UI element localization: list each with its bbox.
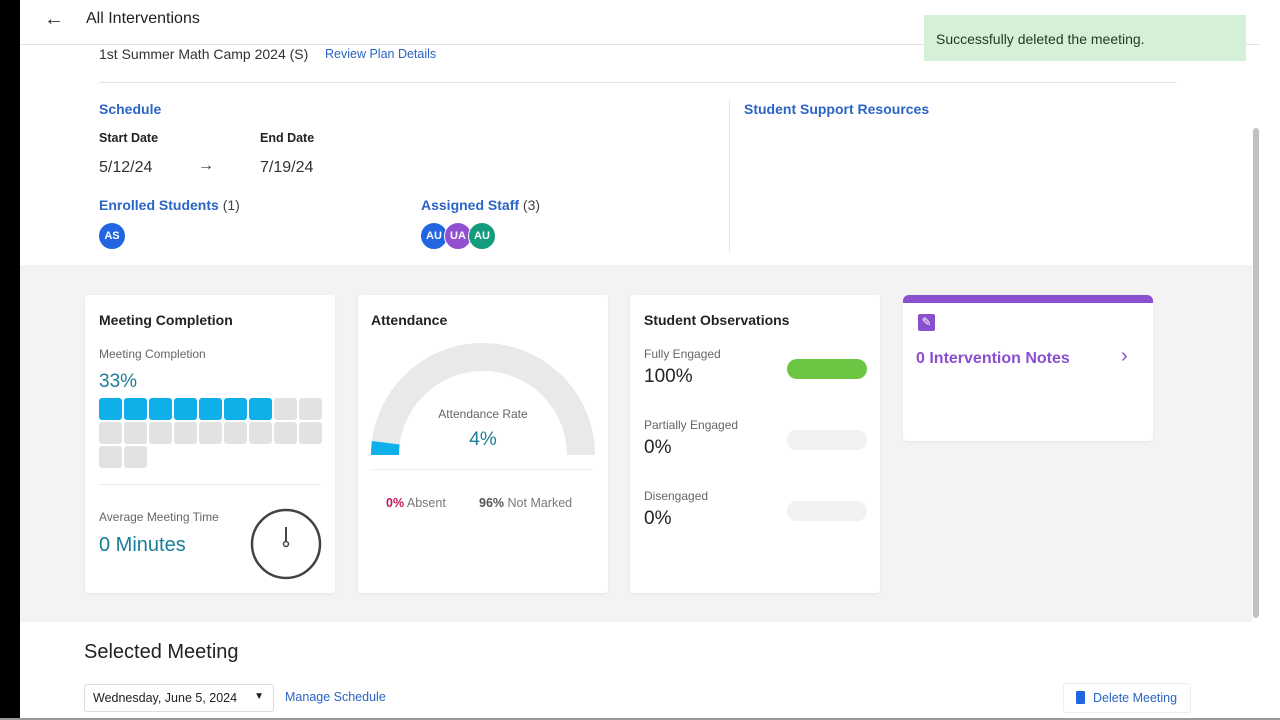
arrow-right-icon: →	[198, 157, 214, 174]
observation-bar	[787, 430, 867, 450]
rate-label: Attendance Rate	[438, 407, 528, 421]
completion-cell	[124, 422, 147, 444]
observation-value: 0%	[644, 508, 672, 529]
gauge-fill	[371, 440, 400, 456]
avatar[interactable]: AU	[468, 222, 496, 250]
selected-date: Wednesday, June 5, 2024	[93, 691, 238, 705]
completion-cell	[174, 422, 197, 444]
staff-count: (3)	[522, 197, 541, 213]
assigned-staff-header[interactable]: Assigned Staff (3)	[421, 197, 540, 213]
end-date-label: End Date	[260, 131, 315, 145]
completion-cell	[149, 398, 172, 420]
divider	[99, 484, 321, 485]
start-date-label: Start Date	[99, 131, 159, 145]
enrolled-avatars: AS	[98, 222, 126, 250]
not-marked-stat: 96% Not Marked	[479, 496, 572, 510]
completion-cell	[274, 398, 297, 420]
attendance-gauge	[371, 343, 595, 456]
avg-time-label: Average Meeting Time	[99, 510, 219, 524]
completion-cell	[199, 422, 222, 444]
delete-label: Delete Meeting	[1093, 691, 1178, 705]
completion-cell	[99, 422, 122, 444]
completion-grid	[99, 398, 322, 468]
review-plan-link[interactable]: Review Plan Details	[325, 47, 437, 61]
completion-label: Meeting Completion	[99, 347, 206, 361]
observation-value: 0%	[644, 437, 672, 458]
absent-value: 0%	[386, 496, 405, 510]
observation-label: Disengaged	[644, 489, 709, 503]
completion-cell	[124, 398, 147, 420]
completion-cell	[249, 398, 272, 420]
completion-cell	[274, 422, 297, 444]
completion-cell	[249, 422, 272, 444]
chevron-right-icon[interactable]: ›	[1121, 345, 1128, 367]
selected-meeting-heading: Selected Meeting	[84, 641, 239, 663]
completion-cell	[224, 398, 247, 420]
observation-label: Fully Engaged	[644, 347, 721, 361]
notes-label: 0 Intervention Notes	[916, 350, 1070, 367]
divider	[99, 82, 1177, 83]
completion-cell	[199, 398, 222, 420]
absent-label: Absent	[406, 496, 446, 510]
toast-message: Successfully deleted the meeting.	[924, 15, 1246, 61]
caret-down-icon: ▼	[254, 691, 264, 702]
resources-heading[interactable]: Student Support Resources	[744, 101, 930, 117]
absent-stat: 0% Absent	[386, 496, 446, 510]
avatar[interactable]: AS	[98, 222, 126, 250]
plan-name: 1st Summer Math Camp 2024 (S)	[99, 46, 309, 62]
completion-cell	[99, 398, 122, 420]
card-title: Student Observations	[644, 312, 790, 328]
bottom-edge	[0, 718, 1280, 720]
observation-value: 100%	[644, 366, 693, 387]
page-title: All Interventions	[86, 10, 200, 27]
divider	[370, 469, 594, 470]
completion-cell	[149, 422, 172, 444]
staff-avatars: AU UA AU	[420, 222, 496, 250]
completion-value: 33%	[99, 371, 138, 392]
completion-cell	[99, 446, 122, 468]
meeting-completion-card: Meeting Completion Meeting Completion 33…	[85, 295, 335, 593]
not-marked-value: 96%	[479, 496, 505, 510]
card-title: Attendance	[371, 312, 448, 328]
completion-cell	[174, 398, 197, 420]
arrow-left-icon[interactable]: ←	[44, 8, 64, 30]
start-date: 5/12/24	[99, 159, 153, 176]
rate-value: 4%	[469, 429, 497, 450]
avg-time-value: 0 Minutes	[99, 534, 186, 556]
observation-bar	[787, 501, 867, 521]
completion-cell	[299, 398, 322, 420]
student-observations-card: Student Observations Fully Engaged 100% Pa…	[630, 295, 880, 593]
note-edit-icon: ✎	[918, 314, 935, 331]
schedule-heading: Schedule	[99, 101, 162, 117]
attendance-card: Attendance Attendance Rate 4% 0% Absent …	[358, 295, 608, 593]
trash-icon	[1076, 691, 1085, 704]
left-edge	[0, 0, 20, 720]
enrolled-students-header[interactable]: Enrolled Students (1)	[99, 197, 240, 213]
observation-bar	[787, 359, 867, 379]
manage-schedule-link[interactable]: Manage Schedule	[285, 690, 386, 704]
observation-bar-fill	[787, 359, 867, 379]
completion-cell	[124, 446, 147, 468]
enrolled-label: Enrolled Students	[99, 197, 219, 213]
completion-cell	[224, 422, 247, 444]
observation-label: Partially Engaged	[644, 418, 739, 432]
meeting-date-select[interactable]: Wednesday, June 5, 2024 ▼	[84, 684, 274, 712]
clock-icon	[250, 508, 322, 580]
scrollbar[interactable]	[1253, 128, 1259, 618]
delete-meeting-button[interactable]: Delete Meeting	[1063, 683, 1191, 713]
staff-label: Assigned Staff	[421, 197, 520, 213]
intervention-notes-card[interactable]: ✎ 0 Intervention Notes ›	[903, 295, 1153, 441]
card-title: Meeting Completion	[99, 312, 233, 328]
not-marked-label: Not Marked	[507, 496, 573, 510]
avatar[interactable]: UA	[444, 222, 472, 250]
end-date: 7/19/24	[260, 159, 314, 176]
completion-cell	[299, 422, 322, 444]
divider	[729, 100, 730, 252]
enrolled-count: (1)	[222, 197, 240, 213]
